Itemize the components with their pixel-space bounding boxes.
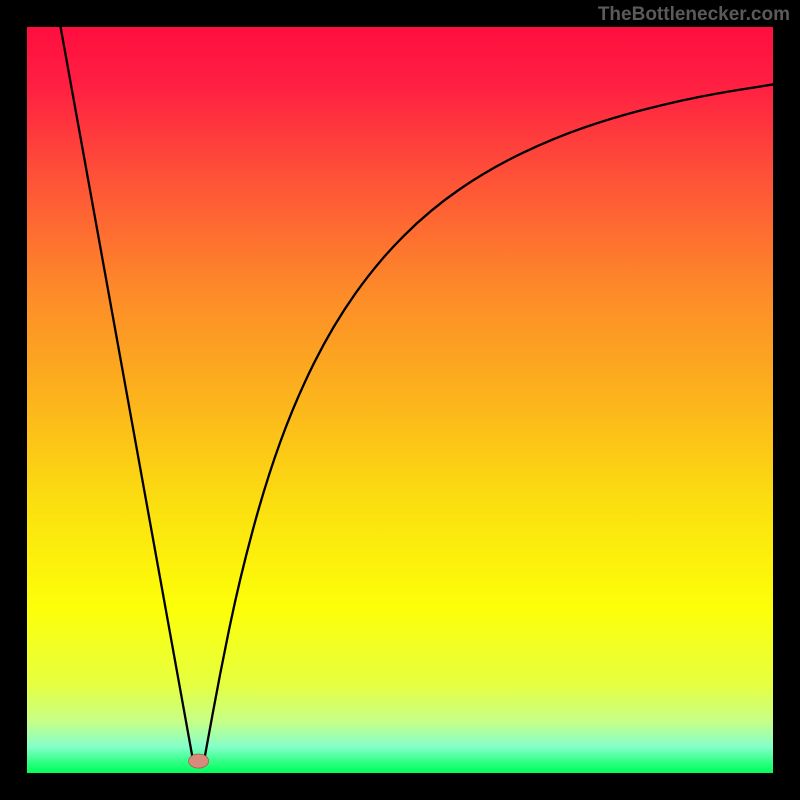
- plot-background: [27, 27, 773, 773]
- watermark-text: TheBottlenecker.com: [598, 4, 790, 26]
- optimum-marker: [189, 754, 209, 768]
- chart-container: TheBottlenecker.com: [0, 0, 800, 800]
- chart-svg: [0, 0, 800, 800]
